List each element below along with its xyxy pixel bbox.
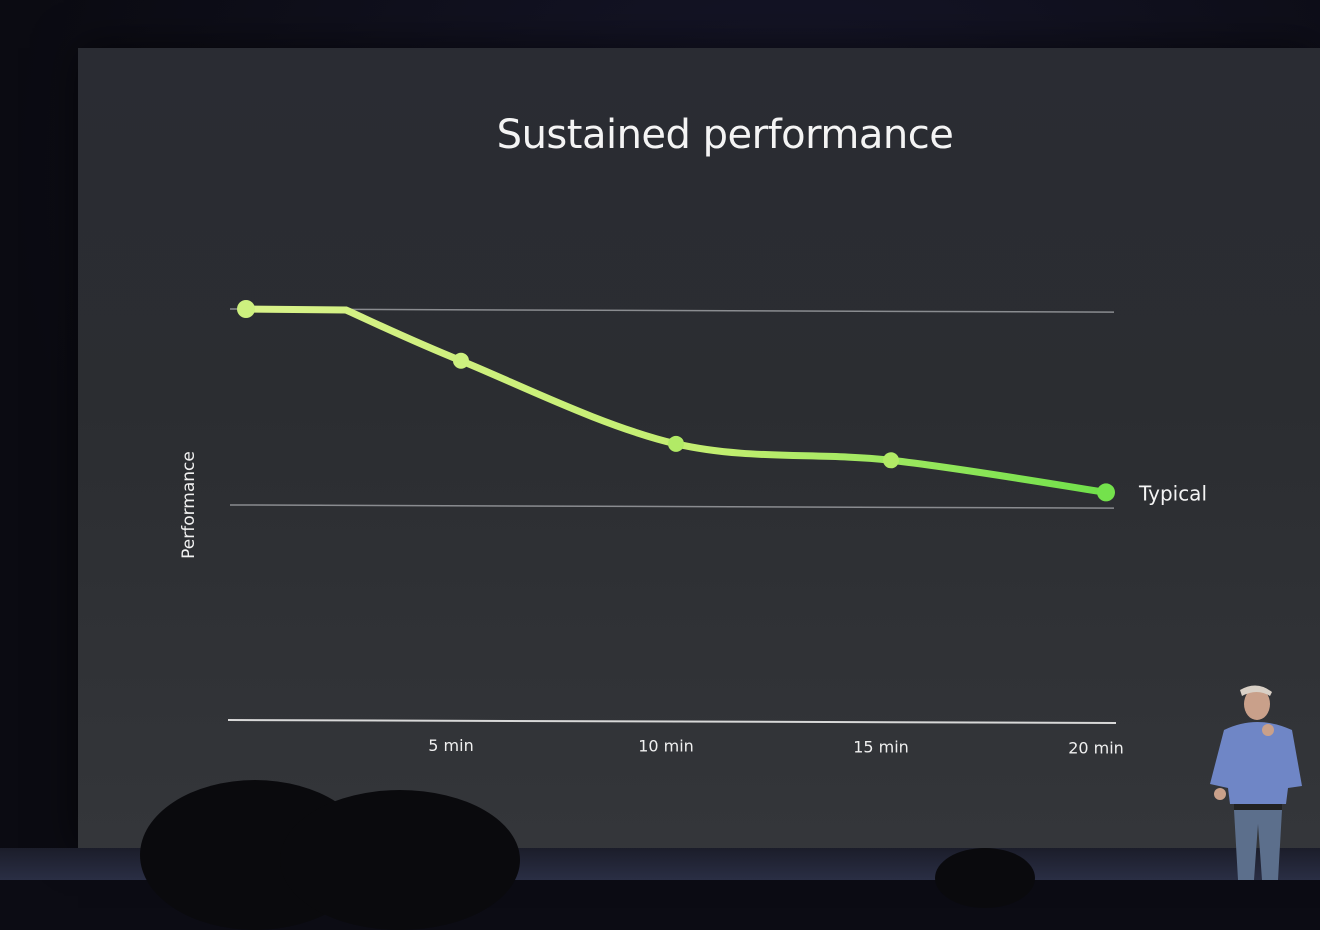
reference-line-1	[229, 504, 1115, 509]
series-label-typical: Typical	[1138, 481, 1207, 505]
presenter-figure	[1210, 685, 1302, 880]
audience-head-right	[935, 848, 1035, 908]
y-axis-label: Performance	[179, 451, 199, 559]
data-point	[1097, 483, 1115, 502]
x-axis-line	[227, 719, 1117, 724]
data-point	[453, 352, 469, 369]
data-point	[237, 300, 255, 318]
performance-chart: 5 min 10 min 15 min 20 min Typical Performa…	[179, 300, 1207, 757]
x-tick-label: 20 min	[1068, 738, 1124, 757]
slide-title: Sustained performance	[496, 112, 954, 158]
reference-line-0	[229, 308, 1115, 313]
data-point	[883, 452, 899, 469]
x-tick-label: 15 min	[853, 738, 909, 757]
x-tick-label: 5 min	[428, 736, 473, 755]
series-line-typical	[242, 305, 1110, 496]
audience-head-center	[280, 790, 520, 930]
data-point	[668, 435, 684, 452]
x-tick-label: 10 min	[638, 737, 694, 756]
